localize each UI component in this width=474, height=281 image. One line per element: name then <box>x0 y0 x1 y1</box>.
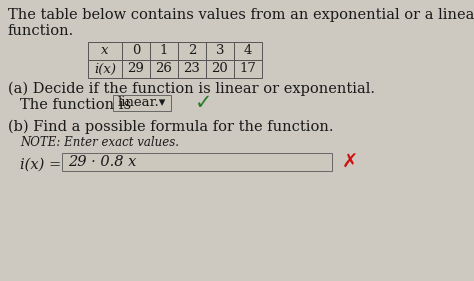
Text: function.: function. <box>8 24 74 38</box>
Text: 0: 0 <box>132 44 140 58</box>
Bar <box>122 60 150 78</box>
Text: ✓: ✓ <box>195 93 212 113</box>
Bar <box>206 42 234 60</box>
Text: 3: 3 <box>216 44 224 58</box>
Text: i(x) =: i(x) = <box>20 158 61 172</box>
Text: The table below contains values from an exponential or a linear: The table below contains values from an … <box>8 8 474 22</box>
Text: 4: 4 <box>244 44 252 58</box>
Text: 17: 17 <box>239 62 256 76</box>
Text: i(x): i(x) <box>94 62 116 76</box>
Text: 1: 1 <box>160 44 168 58</box>
Text: 23: 23 <box>183 62 201 76</box>
Text: 2: 2 <box>188 44 196 58</box>
Text: (b) Find a possible formula for the function.: (b) Find a possible formula for the func… <box>8 120 334 134</box>
Bar <box>62 153 332 171</box>
Bar <box>234 60 262 78</box>
Bar <box>150 60 178 78</box>
Text: (a) Decide if the function is linear or exponential.: (a) Decide if the function is linear or … <box>8 82 375 96</box>
Text: 29: 29 <box>128 62 145 76</box>
Text: ✗: ✗ <box>342 153 358 171</box>
Text: 20: 20 <box>211 62 228 76</box>
Bar <box>178 60 206 78</box>
Bar <box>88 42 122 60</box>
Bar <box>206 60 234 78</box>
Bar <box>234 42 262 60</box>
Bar <box>150 42 178 60</box>
Bar <box>113 95 171 111</box>
Text: NOTE: Enter exact values.: NOTE: Enter exact values. <box>20 136 179 149</box>
Bar <box>88 60 122 78</box>
Bar <box>122 42 150 60</box>
Text: x: x <box>101 44 109 58</box>
Bar <box>178 42 206 60</box>
Text: The function is: The function is <box>20 98 131 112</box>
Text: 29 · 0.8 x: 29 · 0.8 x <box>68 155 137 169</box>
Text: linear.▾: linear.▾ <box>118 96 166 110</box>
Text: 26: 26 <box>155 62 173 76</box>
